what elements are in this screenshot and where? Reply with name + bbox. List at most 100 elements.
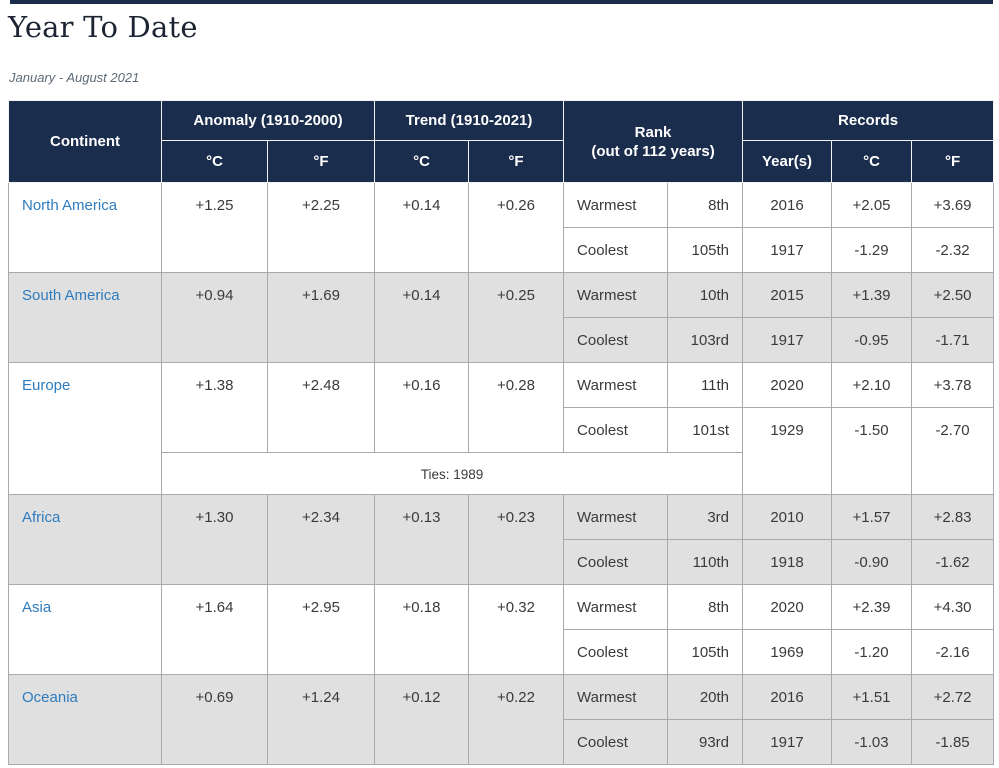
record-f-value: -2.32 [911, 227, 995, 273]
trend-f-value: +0.25 [467, 272, 565, 363]
record-year: 2020 [742, 584, 833, 630]
trend-f-value: +0.28 [467, 362, 565, 453]
record-f-value: -2.16 [911, 629, 995, 675]
anomaly-f-value: +2.25 [267, 182, 375, 273]
header-records: Records [742, 100, 995, 141]
record-year: 1929 [742, 407, 833, 495]
table-row: Coolest 105th 1969 -1.20 -2.16 [9, 629, 995, 675]
record-c-value: +2.05 [831, 182, 913, 228]
trend-f-value: +0.32 [467, 584, 565, 675]
page-top-accent-bar [10, 0, 993, 4]
table-row: North America +1.25 +2.25 +0.14 +0.26 Wa… [8, 182, 995, 273]
rank-type-label: Coolest [563, 629, 669, 675]
table-row: South America +0.94 +1.69 +0.14 +0.25 Wa… [8, 272, 995, 363]
header-records-celsius: °C [831, 140, 913, 183]
record-year: 1917 [742, 317, 833, 363]
table-row: Europe +1.38 +2.48 +0.16 +0.28 Warmest 1… [8, 362, 995, 495]
table-row: Coolest 105th 1917 -1.29 -2.32 [9, 227, 995, 273]
record-f-value: +3.69 [911, 182, 995, 228]
table-row: Coolest 93rd 1917 -1.03 -1.85 [9, 719, 995, 765]
record-c-value: +2.10 [831, 362, 913, 408]
rank-type-label: Coolest [563, 227, 669, 273]
anomaly-f-value: +1.69 [267, 272, 375, 363]
record-f-value: +3.78 [911, 362, 995, 408]
anomaly-f-value: +2.34 [267, 494, 375, 585]
record-f-value: -1.62 [911, 539, 995, 585]
rank-value: 101st [667, 407, 744, 453]
header-anomaly-celsius: °C [161, 140, 268, 183]
table-row: Oceania +0.69 +1.24 +0.12 +0.22 Warmest … [8, 674, 995, 765]
rank-type-label: Warmest [563, 362, 669, 408]
table-row-ties: Ties: 1989 [9, 452, 994, 495]
continent-cell: Asia [8, 584, 162, 675]
rank-type-label: Warmest [563, 494, 669, 540]
record-f-value: +4.30 [911, 584, 995, 630]
record-f-value: -1.71 [911, 317, 995, 363]
record-f-value: +2.72 [911, 674, 995, 720]
record-year: 2015 [742, 272, 833, 318]
continent-cell: North America [8, 182, 162, 273]
anomaly-c-value: +0.69 [161, 674, 268, 765]
record-c-value: +1.39 [831, 272, 913, 318]
continent-link[interactable]: Europe [22, 377, 71, 394]
anomaly-f-value: +1.24 [267, 674, 375, 765]
trend-f-value: +0.22 [467, 674, 565, 765]
table-row: Coolest 110th 1918 -0.90 -1.62 [9, 539, 995, 585]
trend-f-value: +0.23 [467, 494, 565, 585]
rank-value: 105th [667, 629, 744, 675]
header-continent: Continent [8, 100, 162, 183]
continent-link[interactable]: Asia [22, 599, 52, 616]
continent-link[interactable]: Oceania [22, 689, 78, 706]
rank-type-label: Warmest [563, 182, 669, 228]
header-anomaly: Anomaly (1910-2000) [161, 100, 375, 141]
rank-value: 11th [667, 362, 744, 408]
table-row: Coolest 101st 1929 -1.50 -2.70 [9, 407, 995, 495]
trend-c-value: +0.18 [374, 584, 469, 675]
trend-c-value: +0.12 [374, 674, 469, 765]
rank-value: 105th [667, 227, 744, 273]
continent-link[interactable]: North America [22, 197, 118, 214]
page-title: Year To Date [8, 10, 198, 44]
anomaly-c-value: +1.38 [161, 362, 268, 453]
trend-c-value: +0.16 [374, 362, 469, 453]
table-row: Coolest 103rd 1917 -0.95 -1.71 [9, 317, 995, 363]
continent-cell: South America [8, 272, 162, 363]
record-c-value: +1.51 [831, 674, 913, 720]
year-to-date-table: Continent Anomaly (1910-2000) Trend (191… [8, 100, 995, 765]
rank-type-label: Coolest [563, 317, 669, 363]
rank-type-label: Warmest [563, 272, 669, 318]
record-year: 1918 [742, 539, 833, 585]
ties-note: Ties: 1989 [160, 452, 744, 495]
anomaly-f-value: +2.48 [267, 362, 375, 453]
record-f-value: +2.50 [911, 272, 995, 318]
header-trend: Trend (1910-2021) [373, 100, 565, 141]
anomaly-c-value: +1.64 [161, 584, 268, 675]
continent-link[interactable]: Africa [22, 509, 61, 526]
record-f-value: +2.83 [911, 494, 995, 540]
record-c-value: -1.29 [831, 227, 913, 273]
rank-type-label: Warmest [563, 674, 669, 720]
record-year: 1917 [742, 227, 833, 273]
trend-c-value: +0.13 [374, 494, 469, 585]
record-f-value: -1.85 [911, 719, 995, 765]
header-anomaly-fahrenheit: °F [267, 140, 375, 183]
record-c-value: -1.50 [831, 407, 913, 495]
header-rank-line1: Rank [634, 123, 672, 141]
table-row: Asia +1.64 +2.95 +0.18 +0.32 Warmest 8th… [8, 584, 995, 675]
header-rank-line2: (out of 112 years) [591, 142, 715, 160]
rank-value: 110th [667, 539, 744, 585]
header-records-years: Year(s) [742, 140, 833, 183]
header-rank: Rank (out of 112 years) [563, 100, 744, 183]
continent-link[interactable]: South America [22, 287, 120, 304]
record-c-value: -0.95 [831, 317, 913, 363]
continent-cell: Europe [8, 362, 162, 495]
header-trend-celsius: °C [374, 140, 469, 183]
rank-type-label: Coolest [563, 407, 669, 453]
record-c-value: +1.57 [831, 494, 913, 540]
rank-value: 10th [667, 272, 744, 318]
rank-type-label: Warmest [563, 584, 669, 630]
rank-type-label: Coolest [563, 719, 669, 765]
header-trend-fahrenheit: °F [467, 140, 565, 183]
trend-c-value: +0.14 [374, 182, 469, 273]
record-c-value: -1.20 [831, 629, 913, 675]
